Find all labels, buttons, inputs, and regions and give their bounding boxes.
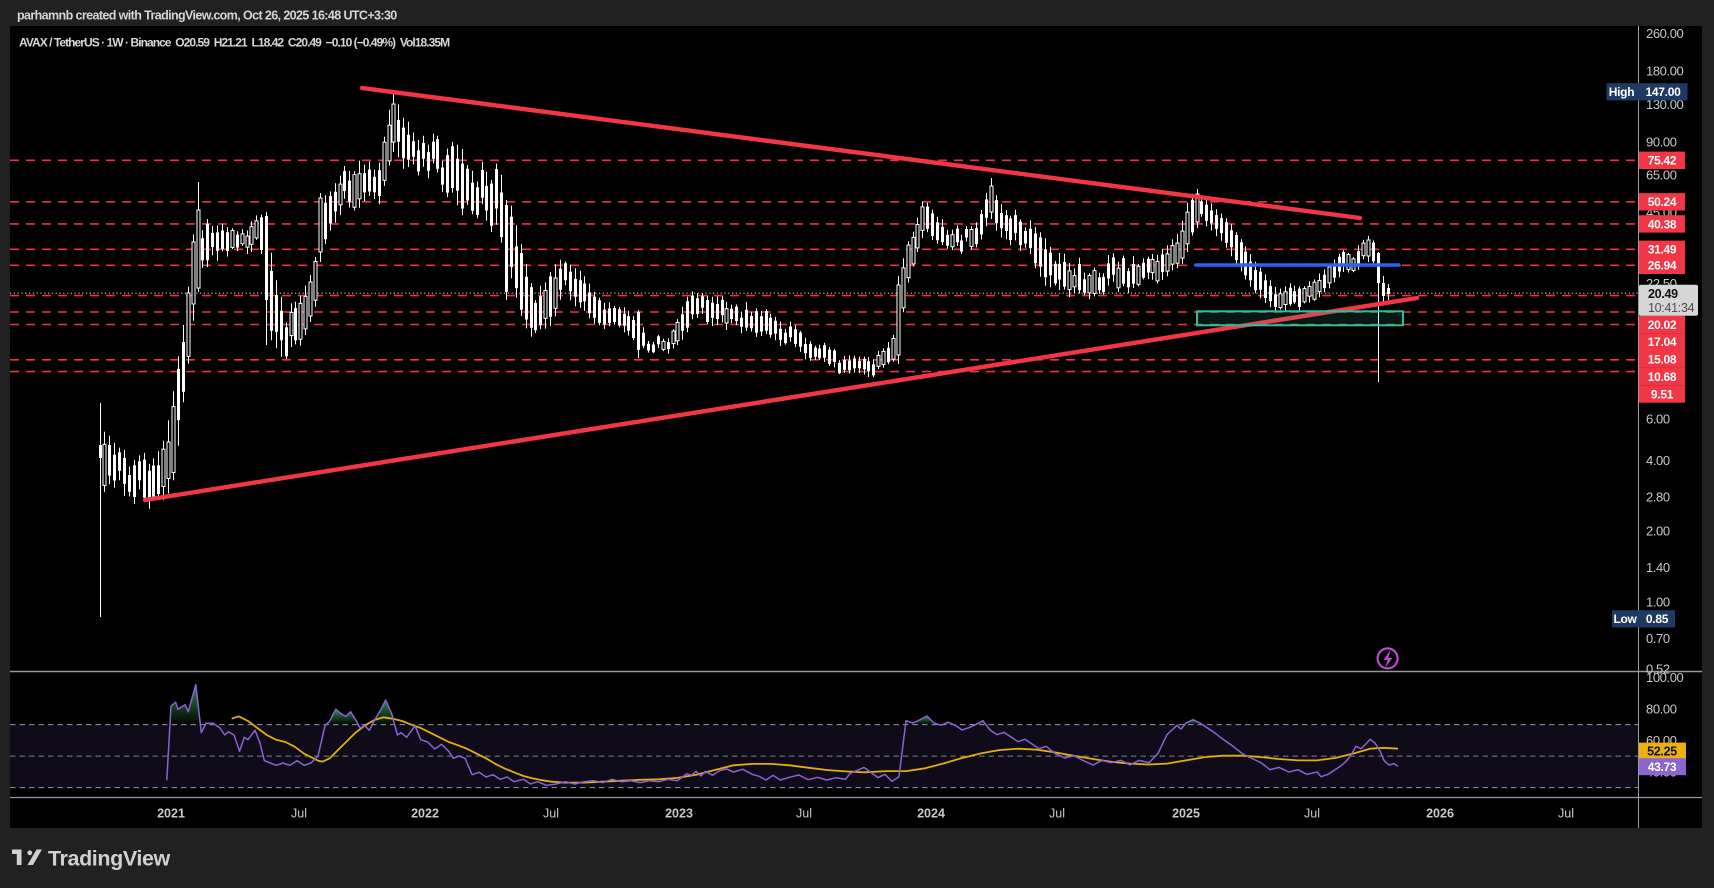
svg-text:260.00: 260.00 bbox=[1646, 26, 1684, 41]
svg-text:43.73: 43.73 bbox=[1648, 760, 1677, 774]
svg-text:2025: 2025 bbox=[1172, 807, 1200, 821]
svg-text:Low: Low bbox=[1613, 612, 1637, 626]
svg-text:9.51: 9.51 bbox=[1651, 387, 1674, 401]
svg-text:65.00: 65.00 bbox=[1646, 168, 1677, 183]
svg-text:10:41:34: 10:41:34 bbox=[1648, 301, 1695, 315]
svg-text:100.00: 100.00 bbox=[1646, 670, 1684, 685]
svg-text:15.08: 15.08 bbox=[1648, 353, 1677, 367]
svg-text:Jul: Jul bbox=[1558, 807, 1574, 821]
svg-text:4.00: 4.00 bbox=[1646, 453, 1670, 468]
svg-text:Jul: Jul bbox=[291, 807, 307, 821]
svg-text:147.00: 147.00 bbox=[1646, 85, 1682, 99]
svg-text:2026: 2026 bbox=[1426, 807, 1454, 821]
svg-text:High: High bbox=[1609, 85, 1634, 99]
svg-text:Jul: Jul bbox=[796, 807, 812, 821]
svg-text:130.00: 130.00 bbox=[1646, 97, 1684, 112]
svg-text:20.49: 20.49 bbox=[1648, 287, 1678, 301]
svg-text:75.42: 75.42 bbox=[1648, 154, 1677, 168]
svg-text:50.24: 50.24 bbox=[1648, 195, 1677, 209]
svg-text:0.52: 0.52 bbox=[1646, 661, 1670, 676]
svg-text:40.38: 40.38 bbox=[1648, 217, 1677, 231]
svg-text:2024: 2024 bbox=[917, 807, 945, 821]
svg-text:parhamnb created with TradingV: parhamnb created with TradingView.com, O… bbox=[17, 9, 397, 23]
svg-text:2021: 2021 bbox=[157, 807, 185, 821]
svg-text:31.49: 31.49 bbox=[1648, 243, 1677, 257]
svg-text:2.80: 2.80 bbox=[1646, 489, 1670, 504]
svg-text:6.00: 6.00 bbox=[1646, 411, 1670, 426]
svg-text:Jul: Jul bbox=[1049, 807, 1065, 821]
svg-text:10.68: 10.68 bbox=[1648, 370, 1677, 384]
svg-text:0.85: 0.85 bbox=[1646, 612, 1669, 626]
svg-text:180.00: 180.00 bbox=[1646, 64, 1684, 79]
svg-text:1.40: 1.40 bbox=[1646, 560, 1670, 575]
svg-text:52.25: 52.25 bbox=[1647, 744, 1677, 758]
svg-text:26.94: 26.94 bbox=[1648, 259, 1677, 273]
svg-text:AVAX / TetherUS · 1W · Binance: AVAX / TetherUS · 1W · Binance O20.59 H2… bbox=[19, 36, 450, 50]
svg-text:2023: 2023 bbox=[665, 807, 693, 821]
svg-text:2022: 2022 bbox=[411, 807, 439, 821]
svg-text:Jul: Jul bbox=[543, 807, 559, 821]
svg-text:20.02: 20.02 bbox=[1648, 318, 1677, 332]
svg-text:17.04: 17.04 bbox=[1648, 335, 1677, 349]
svg-text:TradingView: TradingView bbox=[48, 847, 171, 871]
svg-text:90.00: 90.00 bbox=[1646, 134, 1677, 149]
svg-text:2.00: 2.00 bbox=[1646, 524, 1670, 539]
svg-text:0.70: 0.70 bbox=[1646, 631, 1670, 646]
svg-text:Jul: Jul bbox=[1304, 807, 1320, 821]
svg-text:1.00: 1.00 bbox=[1646, 595, 1670, 610]
svg-text:80.00: 80.00 bbox=[1646, 701, 1677, 716]
